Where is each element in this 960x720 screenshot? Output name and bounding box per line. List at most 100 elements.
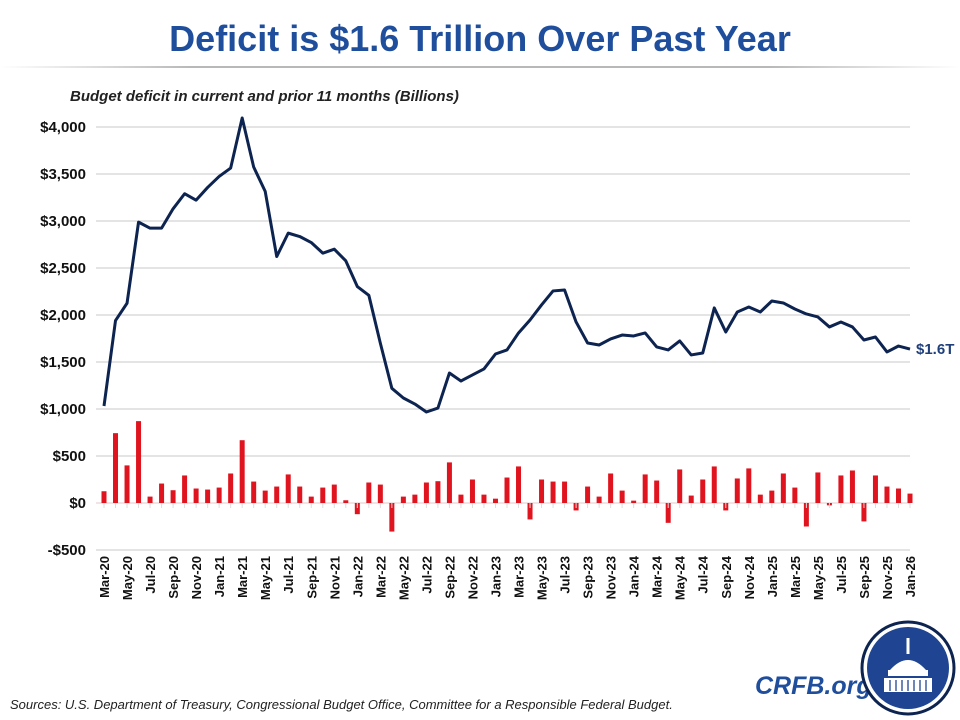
rolling-deficit-line [102, 116, 911, 414]
x-tick-label: Sep-20 [166, 556, 181, 599]
bar-Jul-21 [285, 474, 291, 503]
bar-Nov-25 [884, 486, 890, 503]
source-note: Sources: U.S. Department of Treasury, Co… [10, 697, 673, 712]
x-tick-label: Jan-23 [488, 556, 503, 597]
x-tick-label: Jul-21 [281, 556, 296, 594]
bar-Feb-22 [366, 482, 372, 503]
bar-Jan-23 [492, 498, 498, 503]
y-tick-label: $3,500 [40, 166, 86, 183]
bar-Dec-24 [757, 494, 763, 503]
y-tick-label: $1,500 [40, 354, 86, 371]
bar-Sep-20 [170, 490, 176, 503]
x-tick-label: May-23 [535, 556, 550, 600]
bar-Jun-23 [550, 481, 556, 503]
bar-Nov-23 [608, 473, 614, 503]
x-tick-label: May-20 [120, 556, 135, 600]
x-tick-label: Nov-25 [880, 556, 895, 599]
bar-Dec-23 [619, 490, 625, 503]
bar-Nov-21 [331, 484, 337, 503]
x-tick-label: Nov-21 [327, 556, 342, 599]
bar-Jul-20 [147, 496, 153, 503]
bar-Mar-20 [101, 491, 107, 503]
x-tick-label: Jul-23 [558, 556, 573, 594]
deficit-chart: -$500 $0 $500 $1,000 $1,500 $2,000 $2,500 $3,00… [40, 116, 954, 600]
bar-Sep-23 [585, 486, 591, 503]
chart-title: Deficit is $1.6 Trillion Over Past Year [169, 18, 791, 59]
bar-Dec-22 [481, 494, 487, 503]
y-tick-label: $0 [69, 495, 86, 512]
bar-Jan-24 [631, 500, 637, 503]
y-tick-label: $3,000 [40, 213, 86, 230]
monthly-deficit-bars [101, 421, 913, 532]
bar-Aug-24 [711, 466, 717, 503]
x-tick-label: Mar-20 [97, 556, 112, 598]
bar-Apr-21 [251, 481, 257, 503]
bar-Jul-22 [423, 482, 429, 503]
x-tick-label: Mar-24 [650, 555, 665, 598]
x-tick-label: Nov-22 [465, 556, 480, 599]
x-axis-ticks: Mar-20 May-20 Jul-20 Sep-20 Nov-20 Jan-21 Mar-… [97, 503, 918, 600]
bar-Apr-25 [803, 503, 809, 527]
bar-May-22 [400, 496, 406, 503]
bar-Jun-20 [136, 421, 142, 503]
x-tick-label: Jan-25 [765, 556, 780, 597]
x-tick-label: Sep-24 [719, 555, 734, 598]
x-tick-label: Mar-23 [512, 556, 527, 598]
x-tick-label: Mar-22 [373, 556, 388, 598]
x-tick-label: Jul-25 [834, 556, 849, 594]
bar-Apr-24 [665, 503, 671, 523]
bar-May-20 [124, 465, 130, 503]
y-tick-label: $4,000 [40, 119, 86, 136]
x-tick-label: May-21 [258, 556, 273, 600]
bar-Dec-21 [343, 500, 349, 503]
bar-Aug-21 [297, 486, 303, 503]
bar-Nov-24 [746, 468, 752, 503]
bar-Jun-21 [274, 486, 280, 503]
bar-May-24 [677, 469, 683, 503]
bar-Jul-25 [838, 475, 844, 503]
end-value-label: $1.6T [916, 341, 954, 358]
bar-Jan-22 [354, 503, 360, 515]
bar-Mar-24 [654, 480, 660, 503]
x-tick-label: Nov-24 [742, 555, 757, 599]
bar-Apr-22 [389, 503, 395, 532]
x-tick-label: Jan-21 [212, 556, 227, 597]
capitol-dome-icon [860, 620, 956, 716]
bar-Feb-23 [504, 477, 510, 503]
x-tick-label: Nov-20 [189, 556, 204, 599]
bar-Nov-20 [193, 488, 199, 503]
x-tick-label: Mar-25 [788, 556, 803, 598]
bar-Oct-25 [872, 475, 878, 503]
bar-Jul-24 [700, 479, 706, 503]
bar-Dec-25 [895, 488, 901, 503]
rolling-deficit-line-path [102, 116, 911, 414]
x-tick-label: Sep-25 [857, 556, 872, 599]
bar-Aug-22 [435, 481, 441, 503]
bar-Mar-21 [239, 440, 245, 503]
bar-Feb-24 [642, 474, 648, 503]
x-tick-label: Jul-20 [143, 556, 158, 594]
brand-link[interactable]: CRFB.org [755, 672, 872, 700]
y-tick-label: $2,500 [40, 260, 86, 277]
bar-Aug-20 [159, 483, 165, 503]
x-tick-label: Sep-21 [304, 556, 319, 599]
bar-Oct-23 [596, 496, 602, 503]
bar-Jan-21 [216, 487, 222, 503]
bar-Jan-26 [907, 493, 913, 503]
x-tick-label: Jan-24 [627, 555, 642, 597]
bar-Sep-22 [446, 462, 452, 503]
bar-Sep-21 [308, 496, 314, 503]
x-tick-label: Sep-23 [581, 556, 596, 599]
bar-Oct-20 [182, 475, 188, 503]
y-axis-ticks: -$500 $0 $500 $1,000 $1,500 $2,000 $2,500 $3,00… [40, 119, 86, 559]
bar-Feb-25 [780, 473, 786, 503]
x-tick-label: Jan-22 [350, 556, 365, 597]
bar-May-25 [815, 472, 821, 503]
bar-Mar-22 [377, 484, 383, 503]
x-tick-label: Jan-26 [903, 556, 918, 597]
bar-Apr-23 [527, 503, 533, 520]
bar-May-23 [539, 479, 545, 503]
y-tick-label: -$500 [48, 542, 86, 559]
title-divider [0, 66, 960, 68]
x-tick-label: Nov-23 [604, 556, 619, 599]
